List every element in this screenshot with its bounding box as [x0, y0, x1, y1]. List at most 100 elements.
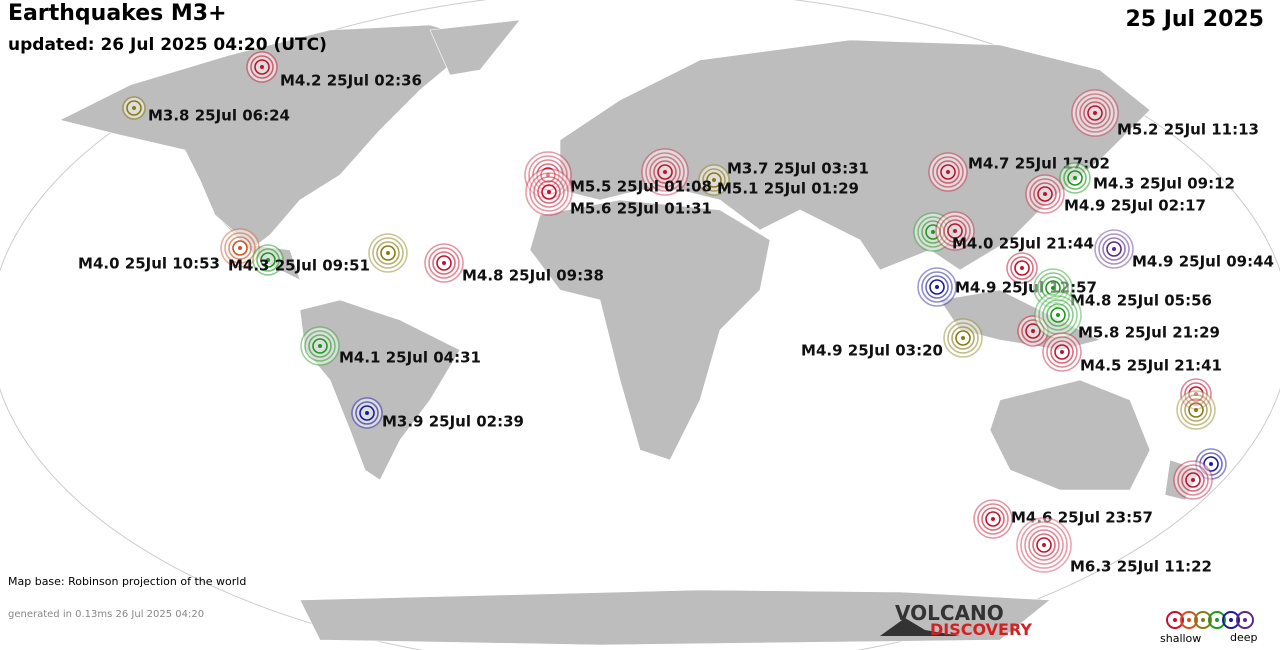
quake-ring	[929, 279, 945, 295]
quake-ring	[645, 152, 685, 192]
quake-center	[961, 336, 965, 340]
quake-ring	[1050, 307, 1066, 323]
quake-label: M4.0 25Jul 10:53	[78, 255, 220, 273]
quake-marker	[1059, 162, 1091, 194]
quake-ring	[653, 160, 677, 184]
quake-ring	[939, 215, 971, 247]
quake-marker	[1034, 291, 1082, 339]
quake-center	[1191, 478, 1195, 482]
quake-center	[1093, 111, 1097, 115]
quake-ring	[702, 168, 726, 192]
quake-label: M5.8 25Jul 21:29	[1078, 324, 1220, 342]
quake-ring	[380, 245, 396, 261]
quake-marker	[943, 318, 983, 358]
quake-center	[238, 246, 242, 250]
quake-marker	[1173, 460, 1213, 500]
quake-marker	[1094, 229, 1134, 269]
quake-label: M4.3 25Jul 09:51	[228, 257, 370, 275]
quake-ring	[1025, 323, 1041, 339]
quake-ring	[947, 322, 979, 354]
quake-ring	[250, 55, 274, 79]
quake-label: M4.9 25Jul 02:17	[1064, 197, 1206, 215]
quake-ring	[537, 180, 561, 204]
quake-ring	[1037, 186, 1053, 202]
quake-label: M5.1 25Jul 01:29	[717, 180, 859, 198]
quake-ring	[936, 160, 960, 184]
quake-center	[442, 261, 446, 265]
quake-marker	[122, 96, 146, 120]
logo-icon	[880, 618, 960, 636]
quake-marker	[973, 499, 1013, 539]
quake-label: M5.6 25Jul 01:31	[570, 200, 712, 218]
legend-deep: deep	[1230, 631, 1258, 644]
legend-ring	[1180, 611, 1198, 629]
quake-ring	[1180, 394, 1212, 426]
quake-ring	[943, 219, 967, 243]
quake-center	[132, 106, 136, 110]
quake-ring	[1184, 398, 1208, 422]
quake-center	[1020, 266, 1024, 270]
quake-ring	[256, 248, 280, 272]
quake-label: M4.1 25Jul 04:31	[339, 349, 481, 367]
quake-label: M3.9 25Jul 02:39	[382, 413, 524, 431]
quake-center	[663, 170, 667, 174]
updated: updated: 26 Jul 2025 04:20 (UTC)	[8, 35, 327, 55]
quake-ring	[224, 232, 256, 264]
quake-ring	[126, 100, 142, 116]
quake-label: M4.9 25Jul 09:44	[1132, 253, 1274, 271]
quake-ring	[1106, 241, 1122, 257]
quake-center	[946, 170, 950, 174]
quake-ring	[254, 59, 270, 75]
quake-center	[1060, 350, 1064, 354]
quake-label: M4.9 25Jul 03:20	[801, 342, 943, 360]
quake-center	[1209, 462, 1213, 466]
quake-ring	[1010, 256, 1034, 280]
quake-ring	[1063, 166, 1087, 190]
quake-marker	[252, 244, 284, 276]
quake-marker	[935, 211, 975, 251]
quake-ring	[1050, 340, 1074, 364]
quake-marker	[424, 243, 464, 283]
generated: generated in 0.13ms 26 Jul 2025 04:20	[8, 609, 204, 620]
quake-label: M5.5 25Jul 01:08	[570, 178, 712, 196]
legend-dot	[1201, 618, 1205, 622]
quake-ring	[228, 236, 252, 260]
quake-label: M3.7 25Jul 03:31	[727, 160, 869, 178]
quake-center	[1042, 543, 1046, 547]
quake-marker	[351, 397, 383, 429]
quake-ring	[1177, 464, 1209, 496]
quake-ring	[541, 184, 557, 200]
quake-ring	[1185, 472, 1201, 488]
quake-ring	[376, 241, 400, 265]
quake-label: M3.8 25Jul 06:24	[148, 107, 290, 125]
quake-label: M6.3 25Jul 11:22	[1070, 558, 1212, 576]
quake-ring	[955, 330, 971, 346]
quake-center	[260, 65, 264, 69]
quake-marker	[1025, 174, 1065, 214]
quake-ring	[921, 271, 953, 303]
legend-ring	[1236, 611, 1254, 629]
quake-center	[931, 230, 935, 234]
quake-ring	[1181, 468, 1205, 492]
quake-ring	[1083, 101, 1107, 125]
quake-marker	[525, 168, 573, 216]
quake-ring	[1087, 105, 1103, 121]
quake-ring	[940, 164, 956, 180]
legend-ring	[1166, 611, 1184, 629]
quake-center	[712, 178, 716, 182]
quake-label: M4.2 25Jul 02:36	[280, 72, 422, 90]
legend-ring	[1222, 611, 1240, 629]
quake-ring	[657, 164, 673, 180]
logo-line2: DISCOVERY	[930, 620, 1032, 639]
quake-ring	[529, 172, 569, 212]
quake-ring	[1079, 97, 1111, 129]
quake-center	[953, 229, 957, 233]
quake-ring	[1033, 182, 1057, 206]
quake-marker	[246, 51, 278, 83]
quake-ring	[436, 255, 452, 271]
quake-label: M4.8 25Jul 09:38	[462, 267, 604, 285]
legend-dot	[1243, 618, 1247, 622]
quake-ring	[1014, 260, 1030, 276]
quake-marker	[917, 267, 957, 307]
